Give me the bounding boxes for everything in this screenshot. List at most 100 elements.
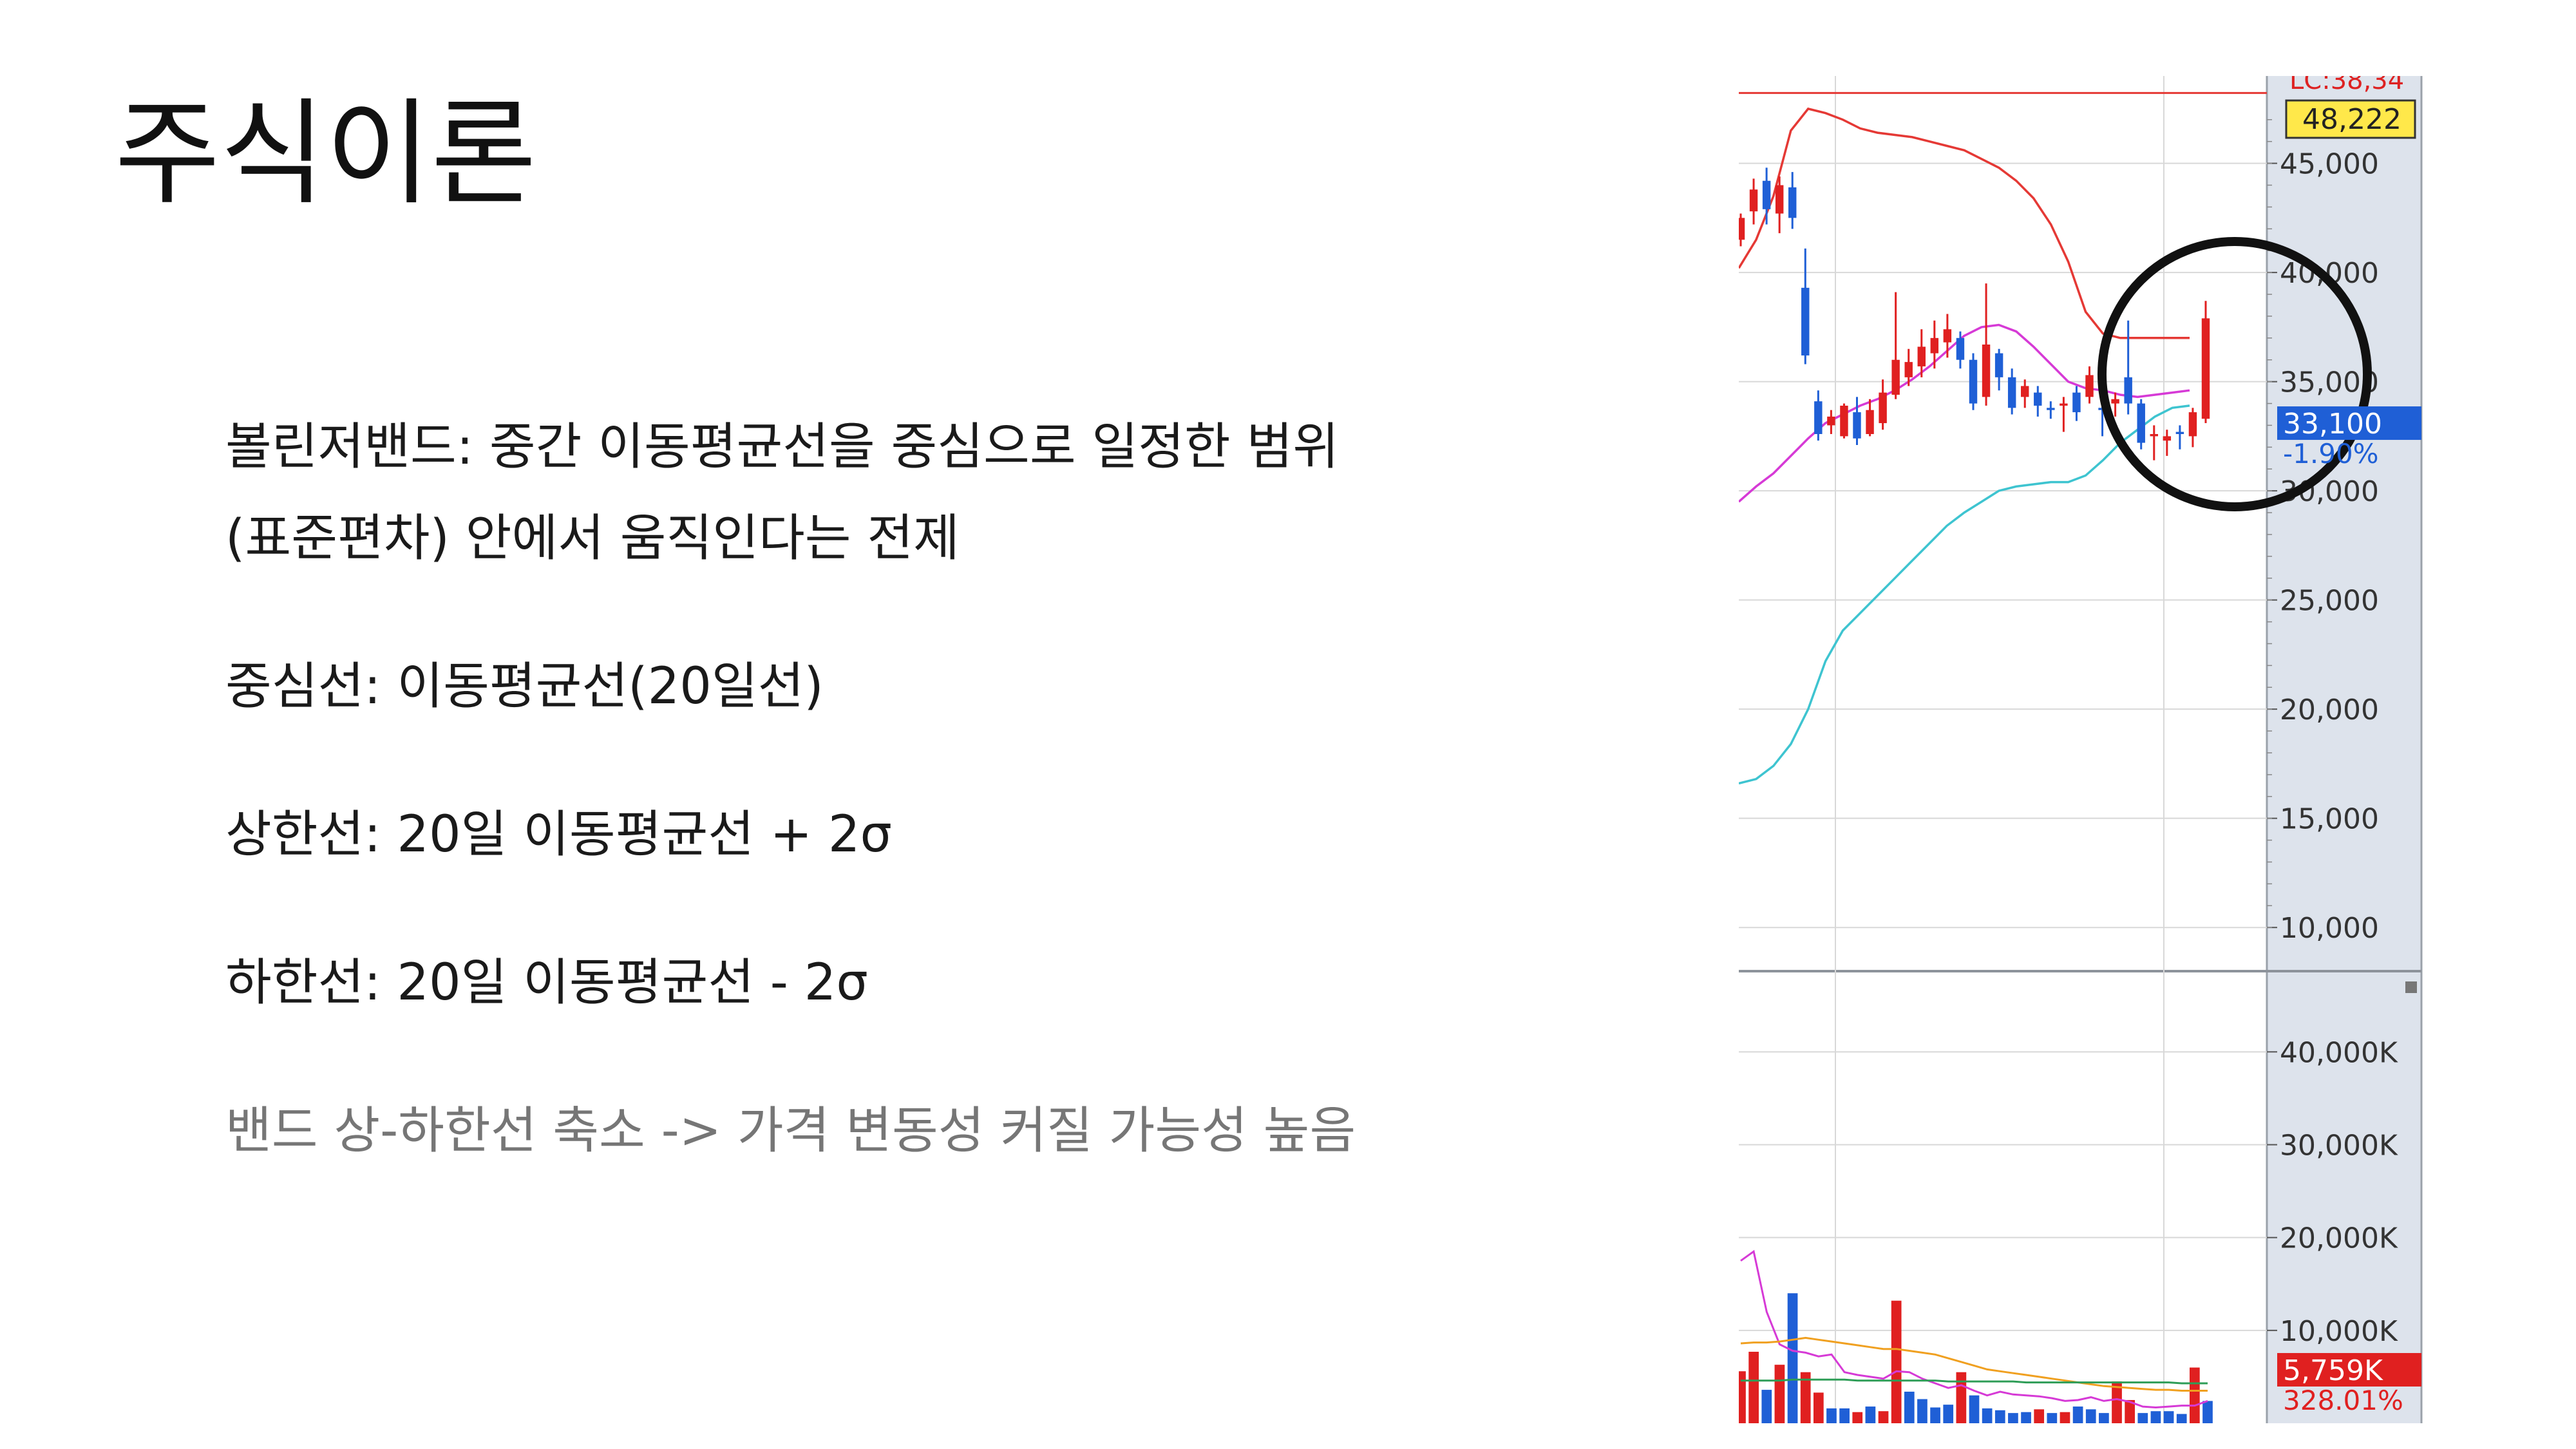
candle-body [2175, 431, 2184, 434]
current-price-label: 33,100 [2283, 408, 2382, 440]
volume-bar [1800, 1372, 1811, 1423]
volume-bar [1969, 1395, 1980, 1423]
candle-body [2007, 377, 2016, 408]
candle-body [2201, 318, 2210, 419]
current-volume-label: 5,759K [2283, 1354, 2383, 1387]
candle [2007, 368, 2016, 415]
candle [1739, 213, 1745, 247]
volume-bar [1774, 1365, 1785, 1423]
volume-bar [1994, 1410, 2005, 1423]
current-price-box [2277, 406, 2421, 440]
candle-body [1904, 362, 1913, 377]
squeeze-highlight-circle [2098, 237, 2372, 511]
candle [1749, 178, 1758, 225]
candle-body [1982, 345, 1991, 397]
volume-bar [2021, 1412, 2031, 1423]
candle-body [2124, 377, 2132, 404]
candle [2072, 386, 2081, 421]
candle [1982, 283, 1991, 406]
volume-ratio-label: 328.01% [2283, 1385, 2403, 1416]
candle [1891, 292, 1900, 399]
candle-body [2163, 436, 2172, 441]
candle-body [1866, 410, 1874, 434]
candle-body [1853, 412, 1861, 439]
candle [1879, 379, 1887, 430]
volume-tick-label: 40,000K [2280, 1036, 2398, 1069]
stock-chart: 45,00040,00035,00030,00025,00020,00015,0… [1739, 76, 2499, 1423]
volume-bar [1956, 1372, 1967, 1423]
candle-body [2021, 386, 2029, 397]
candle [2111, 392, 2119, 417]
volume-bar [2099, 1413, 2109, 1423]
candle [1904, 348, 1913, 386]
candle [2163, 430, 2172, 456]
bollinger-upper-line [1739, 107, 2190, 339]
candle-body [1739, 218, 1745, 240]
price-tick-label: 20,000 [2280, 694, 2379, 726]
candle [2137, 399, 2145, 450]
candle-body [1956, 337, 1965, 360]
candle [2021, 379, 2029, 408]
candle-body [1994, 353, 2003, 377]
candle [2201, 301, 2210, 424]
candle-body [1879, 392, 1887, 424]
volume-bar [1739, 1371, 1746, 1423]
volume-bar [1943, 1405, 1954, 1423]
price-marker-label: 48,222 [2302, 103, 2401, 136]
candle [1930, 320, 1939, 369]
volume-bar [2112, 1381, 2122, 1423]
bullet-center-line: 중심선: 이동평균선(20일선) [225, 658, 824, 715]
price-change-label: -1.90% [2283, 438, 2379, 469]
volume-bar [1826, 1408, 1837, 1423]
volume-bar [2034, 1409, 2045, 1423]
volume-tick-label: 30,000K [2280, 1130, 2398, 1162]
volume-bar [1761, 1390, 1772, 1423]
candle-body [2085, 375, 2094, 397]
volume-bar [1904, 1391, 1915, 1423]
panel-close-icon[interactable] [2405, 981, 2417, 993]
candle [2188, 408, 2197, 448]
price-tick-label: 10,000 [2280, 912, 2379, 945]
volume-bar [2125, 1399, 2136, 1423]
volume-bar [2047, 1413, 2058, 1423]
volume-bar [1787, 1293, 1798, 1423]
volume-bar [2085, 1409, 2096, 1423]
candle [1866, 399, 1874, 437]
price-tick-label: 45,000 [2280, 148, 2379, 181]
volume-ma-short-line [1740, 1249, 2208, 1409]
candle-body [1788, 187, 1797, 218]
candle-body [1943, 329, 1952, 343]
clipped-top-label: LC:38,34 [2289, 76, 2404, 95]
candle [1853, 397, 1861, 445]
bullet-bollinger-definition-line2: (표준편차) 안에서 움직인다는 전제 [225, 509, 960, 567]
volume-bar [1891, 1300, 1902, 1423]
candle [2047, 401, 2055, 419]
candle-body [2060, 403, 2068, 406]
volume-bar [2008, 1413, 2018, 1423]
candle [1840, 403, 1848, 439]
slide-title: 주식이론 [115, 87, 537, 220]
bullet-lower-band: 하한선: 20일 이동평균선 - 2σ [225, 954, 868, 1012]
volume-bar [1878, 1411, 1889, 1423]
candle [2034, 386, 2042, 417]
candle [1775, 176, 1784, 234]
price-marker-box [2285, 99, 2416, 139]
candle [1994, 348, 2003, 391]
bollinger-lower-line [1739, 404, 2190, 785]
bullet-bollinger-definition-line1: 볼린저밴드: 중간 이동평균선을 중심으로 일정한 범위 [225, 418, 1339, 476]
candle-body [2188, 412, 2197, 437]
candle-body [1969, 359, 1978, 404]
candle-body [2137, 403, 2145, 443]
candle-body [1827, 416, 1835, 426]
volume-bar [1930, 1407, 1940, 1423]
volume-bar [1865, 1406, 1876, 1423]
candle-body [1801, 287, 1810, 355]
candle-body [1840, 405, 1848, 437]
price-tick-label: 25,000 [2280, 585, 2379, 618]
volume-bar [1917, 1399, 1927, 1423]
candle-body [1749, 189, 1758, 212]
candle-body [1930, 337, 1939, 354]
candle-body [2047, 408, 2055, 410]
volume-bar [2137, 1413, 2148, 1423]
